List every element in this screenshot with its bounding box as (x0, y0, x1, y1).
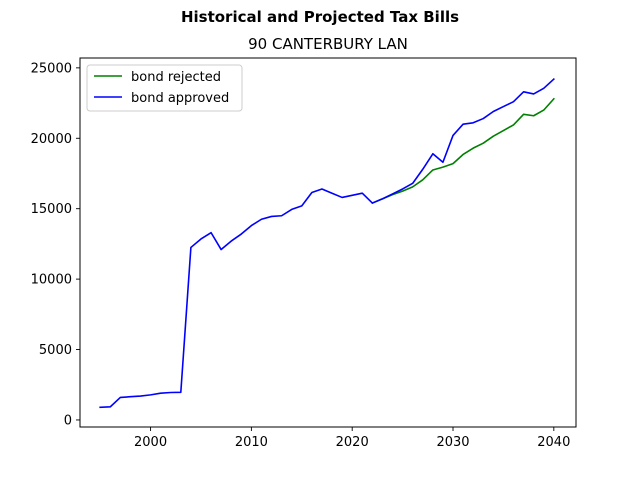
chart-subtitle: 90 CANTERBURY LAN (248, 35, 408, 53)
plot-series (99, 77, 555, 409)
legend-label-bond-approved: bond approved (131, 91, 229, 106)
x-tick-label: 2010 (235, 435, 268, 450)
plot-frame (79, 57, 577, 428)
series-line-bond-approved (99, 77, 555, 409)
y-tick-label: 20000 (31, 132, 72, 147)
legend-label-bond-rejected: bond rejected (131, 70, 221, 85)
y-tick-label: 25000 (31, 61, 72, 76)
x-tick-label: 2000 (134, 435, 167, 450)
x-tick-label: 2020 (336, 435, 369, 450)
y-tick-label: 10000 (31, 273, 72, 288)
axis-ticks: 2000 2010 2020 2030 2040 0 5000 10000 15000 20000… (31, 61, 571, 450)
y-tick-label: 0 (64, 413, 72, 428)
series-line-bond-rejected (371, 97, 555, 205)
legend-box (86, 64, 243, 112)
y-tick-label: 15000 (31, 202, 72, 217)
legend: bond rejected bond approved (86, 64, 243, 112)
x-tick-label: 2030 (436, 435, 469, 450)
x-tick-label: 2040 (537, 435, 570, 450)
chart-title: Historical and Projected Tax Bills (181, 8, 459, 26)
y-tick-label: 5000 (39, 343, 72, 358)
